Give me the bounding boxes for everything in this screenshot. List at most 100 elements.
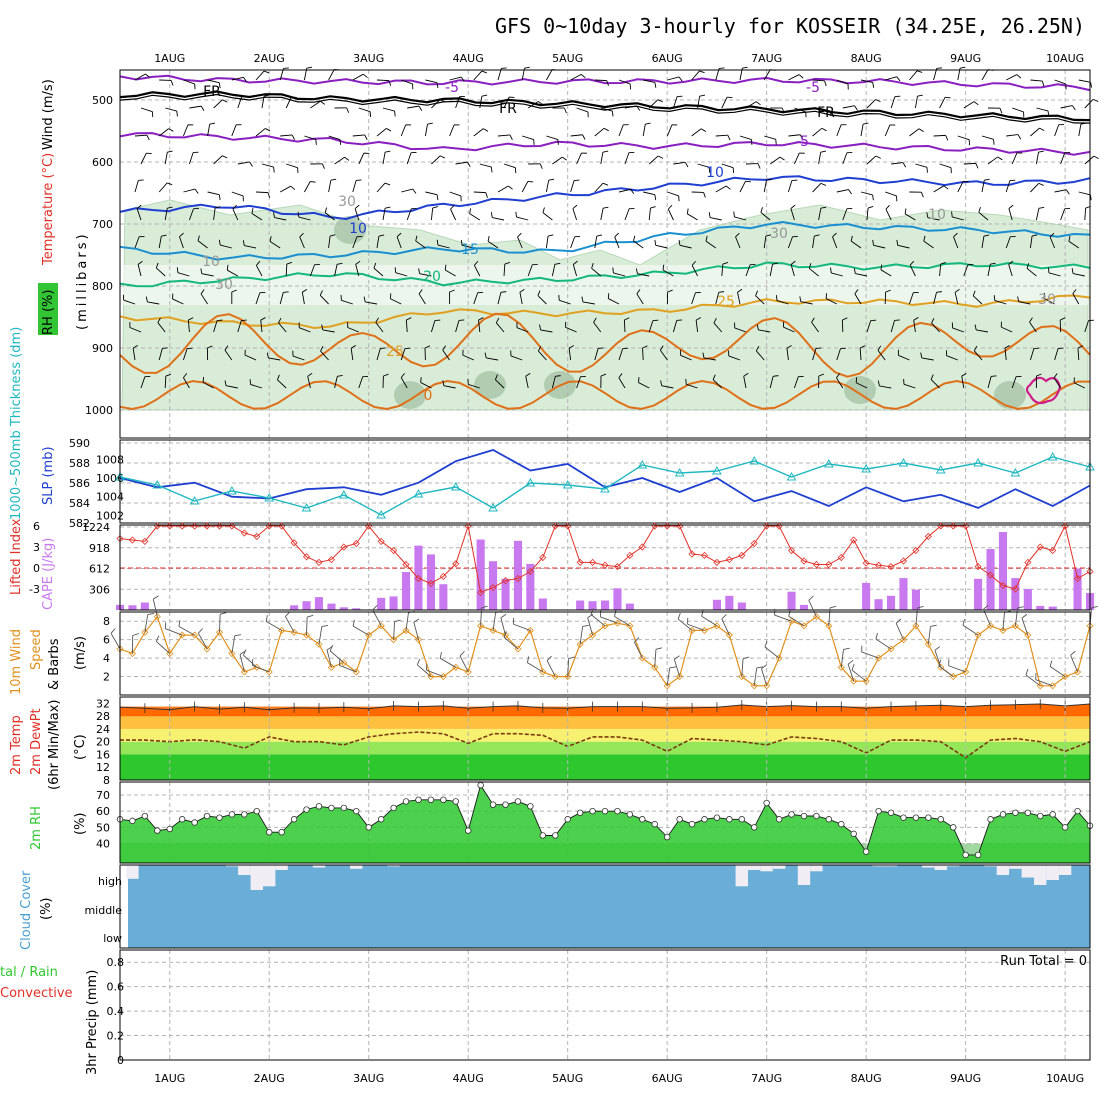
wind-barb-staff	[946, 355, 958, 361]
wind-barb-staff	[522, 135, 534, 140]
wind10m-point	[290, 628, 298, 636]
wind-barb-flag	[1017, 296, 1020, 302]
wind-barb	[455, 161, 471, 167]
isotherm--5	[119, 74, 1091, 92]
thickness-point	[152, 479, 163, 489]
panel-frame	[119, 949, 1091, 1061]
wind-barb-flag	[517, 232, 522, 238]
wind-barb-flag	[214, 206, 221, 209]
wind-barb-staff	[909, 70, 918, 81]
thickness-point	[450, 481, 461, 491]
wind-barb	[279, 185, 296, 193]
wind-barb-staff	[201, 273, 214, 277]
minmax-title: (6hr Min/Max)	[47, 700, 62, 790]
wind-barb	[885, 76, 901, 82]
wind10m-barb	[546, 655, 556, 677]
wind-barb-flag	[814, 234, 820, 237]
wind10m-point	[750, 682, 758, 690]
wind-barb-staff	[350, 348, 354, 361]
wind10m-barb-staff	[808, 600, 817, 617]
wind-barb-flag	[667, 289, 673, 293]
wind-barb	[973, 345, 983, 361]
wind-barb	[987, 156, 1003, 165]
wind-barb	[1026, 263, 1037, 277]
wind-barb-staff	[207, 124, 211, 137]
wind-barb	[394, 267, 408, 277]
wind-barb-staff	[565, 326, 577, 333]
wind-barb	[213, 319, 223, 333]
wind10m-barb	[666, 666, 677, 686]
cape-bar	[1073, 568, 1082, 610]
wind-barb-flag	[825, 293, 828, 299]
wind10m-barb-flag	[829, 605, 837, 609]
wind10m-barb-flag	[582, 624, 589, 627]
cape-bar	[887, 595, 896, 610]
wind-barb	[963, 101, 979, 109]
wind-barb	[297, 211, 311, 221]
date-tick-bottom: 6AUG	[652, 1072, 683, 1085]
wind-barb-flag	[636, 289, 641, 295]
wind10m-barb-flag	[416, 658, 421, 665]
wind-barb-staff	[521, 181, 529, 193]
wind-barb-flag	[820, 206, 827, 209]
wind-barb	[213, 155, 228, 165]
wind-barb-flag	[1047, 267, 1050, 273]
wind-barb-flag	[136, 204, 142, 209]
wind-barb	[842, 152, 853, 165]
pressure-tick: 1000	[85, 404, 113, 417]
wind-barb-staff	[891, 162, 904, 165]
wind-barb-flag	[207, 345, 213, 349]
wind-barb	[713, 317, 723, 333]
wind-barb-staff	[866, 320, 872, 333]
wind-barb	[565, 321, 577, 333]
lifted-index-point	[327, 556, 335, 564]
rh2m-point	[688, 820, 696, 828]
rh2m-unit: (%)	[73, 813, 88, 836]
lifted-index-point	[128, 536, 137, 544]
wind10m-barb-flag	[655, 647, 663, 650]
wind-barb-staff	[540, 329, 553, 333]
wind-barb-staff	[551, 264, 556, 277]
wind-barb	[328, 178, 337, 193]
wind-barb	[957, 135, 971, 146]
wind-barb	[462, 349, 474, 361]
wind-barb	[618, 124, 629, 137]
temp-band	[120, 728, 1090, 742]
wind-barb-flag	[961, 372, 967, 377]
wind-barb-flag	[990, 262, 996, 265]
wind10m-point	[812, 613, 820, 621]
wind-barb-staff	[354, 208, 360, 221]
cape-bar	[314, 597, 323, 610]
wind-barb-staff	[140, 376, 146, 389]
wind10m-unit: (m/s)	[73, 636, 88, 670]
wind-barb-flag	[832, 232, 837, 238]
wind10m-barb-flag	[634, 637, 640, 643]
wind-barb-flag	[460, 76, 465, 82]
wind-barb-flag	[820, 150, 827, 153]
wind-barb	[705, 235, 717, 249]
wind-barb-staff	[334, 156, 345, 165]
wind10m-barb	[567, 656, 575, 677]
wind10m-barb-staff	[326, 649, 332, 668]
wind-barb	[1035, 373, 1042, 388]
wind-barb	[1029, 317, 1037, 333]
wind10m-barb-flag	[669, 666, 677, 669]
wind-barb-staff	[1018, 301, 1031, 305]
wind-barb-flag	[495, 317, 500, 324]
wind10m-barb-staff	[426, 669, 444, 678]
wind-barb-flag	[654, 82, 657, 88]
wind-barb-flag	[896, 76, 901, 82]
wind-barb	[787, 236, 798, 249]
wind10m-point	[601, 622, 609, 630]
lifted-index-point	[377, 537, 385, 545]
wind-barb-flag	[337, 375, 343, 377]
lifted-index-point	[240, 529, 248, 537]
wind-barb	[401, 79, 414, 90]
wind-barb	[1054, 124, 1065, 137]
wind-barb-staff	[855, 273, 868, 277]
date-tick-top: 8AUG	[851, 52, 882, 65]
wind-barb	[818, 373, 825, 389]
thickness-point	[1010, 467, 1021, 477]
wind10m-barb-flag	[847, 659, 854, 665]
